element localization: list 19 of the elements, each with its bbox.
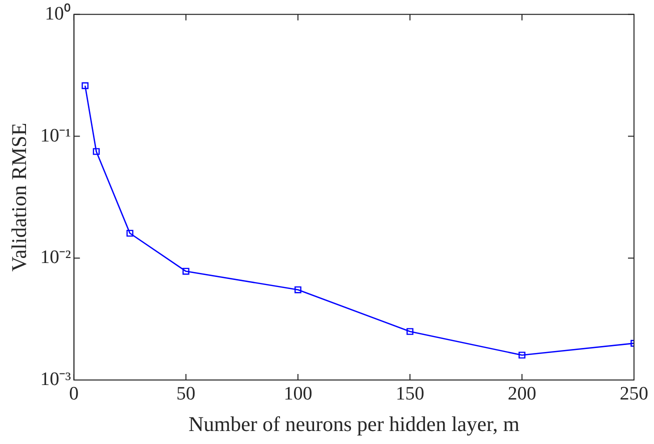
point (294, 286, 302, 294)
x-tick-label: 100 (284, 383, 312, 404)
point (182, 268, 190, 275)
x-tick-label: 150 (396, 383, 424, 404)
point (406, 328, 414, 335)
y-tick-label: 10⁰ (44, 2, 71, 24)
x-tick-label: 200 (508, 383, 536, 404)
x-tick-label: 0 (69, 383, 79, 404)
point (82, 82, 89, 90)
y-axis-title: Validation RMSE (7, 122, 32, 272)
x-tick-label: 250 (620, 383, 648, 404)
point (126, 230, 134, 237)
point (518, 352, 526, 359)
y-tick-label: 10⁻³ (40, 368, 72, 390)
y-tick-label: 10⁻² (40, 247, 72, 268)
x-axis-title: Number of neurons per hidden layer, m (188, 412, 520, 436)
y-tick-label: 10⁻¹ (40, 125, 72, 146)
point (92, 148, 100, 155)
x-tick-label: 50 (176, 383, 196, 404)
